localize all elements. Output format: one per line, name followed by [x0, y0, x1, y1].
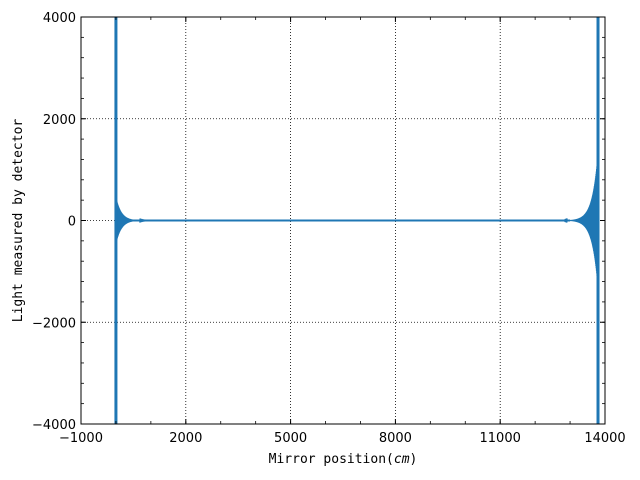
x-tick-label: 2000	[169, 431, 202, 446]
x-tick-label: 8000	[379, 431, 412, 446]
y-tick-label: 0	[68, 215, 76, 230]
x-axis-label: Mirror position(cm)	[269, 452, 418, 467]
plot-area	[114, 17, 600, 424]
y-tick-label: −2000	[32, 316, 76, 331]
y-tick-labels: −4000 −2000 0 2000 4000	[32, 11, 76, 433]
series-ringing	[115, 197, 148, 243]
axes-frame	[80, 16, 606, 425]
y-axis-label: Light measured by detector	[11, 119, 26, 323]
y-tick-label: 2000	[43, 113, 76, 128]
x-tick-label: 11000	[480, 431, 521, 446]
x-tick-label: 14000	[584, 431, 625, 446]
y-tick-label: −4000	[32, 418, 76, 433]
x-tick-label: −1000	[59, 431, 103, 446]
x-tick-labels: −1000 2000 5000 8000 11000 14000	[59, 431, 626, 446]
x-tick-label: 5000	[274, 431, 307, 446]
y-tick-label: 4000	[43, 11, 76, 26]
series-layer	[114, 17, 600, 424]
series-ringing	[563, 154, 599, 286]
